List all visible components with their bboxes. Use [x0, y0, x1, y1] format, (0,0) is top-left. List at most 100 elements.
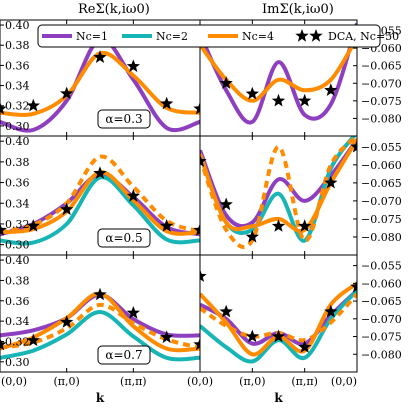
- dca-star-marker: [200, 269, 207, 282]
- dca-star-marker: [126, 189, 140, 202]
- dca-star-marker: [26, 98, 40, 112]
- panel-im-alpha-0.7: −0.055 −0.060 −0.065 −0.070 −0.075 −0.080 (π,0…: [199, 254, 402, 405]
- x-axis-label: k: [96, 391, 105, 405]
- series-line-nc-1: [200, 138, 357, 229]
- y-tick-label: 0.40: [5, 254, 30, 267]
- dca-star-marker: [219, 76, 233, 89]
- y-tick-label: −0.065: [361, 295, 402, 308]
- legend-entry: Nc=4: [208, 30, 274, 43]
- left-column-title: ReΣ(k,iω0): [78, 2, 150, 17]
- panel-re-alpha-0.3: 0.30 0.32 0.34 0.36 0.38 0.40 α=0.3: [0, 19, 201, 137]
- alpha-annotation: α=0.5: [105, 231, 142, 245]
- dca-star-marker: [93, 50, 107, 63]
- y-tick-label: −0.060: [361, 277, 402, 290]
- series-line-nc-2: [0, 310, 200, 362]
- y-tick-label: −0.065: [361, 60, 402, 73]
- legend-label: Nc=2: [156, 30, 188, 43]
- panel-re-alpha-0.7: 0.30 0.32 0.34 0.36 0.38 0.40 α=0.7 (0,0) (π,0) (…: [0, 254, 213, 405]
- right-column-title: ImΣ(k,iω0): [262, 2, 334, 17]
- alpha-annotation: α=0.7: [105, 348, 142, 362]
- dca-star-marker: [350, 279, 357, 293]
- y-tick-label: 0.36: [5, 295, 30, 308]
- y-tick-label: 0.38: [5, 39, 30, 52]
- y-tick-label: −0.080: [361, 348, 402, 361]
- dca-star-marker: [324, 83, 338, 96]
- dca-star-marker: [245, 86, 259, 100]
- plot-area: [0, 154, 200, 246]
- dca-star-marker: [26, 219, 40, 232]
- y-tick-label: 0.30: [5, 239, 30, 252]
- panels-layer: 0.30 0.32 0.34 0.36 0.38 0.40 α=0.3 −0.055 −0.06…: [0, 19, 402, 405]
- y-tick-label: 0.34: [5, 197, 30, 210]
- y-tick-label: 0.34: [5, 80, 30, 93]
- legend-label: Nc=4: [242, 30, 274, 43]
- series-line-nc-4-dashed: [200, 136, 357, 249]
- dca-star-marker: [245, 329, 259, 343]
- dca-star-marker: [271, 219, 286, 232]
- legend-star-icon: [309, 29, 323, 42]
- dca-star-marker: [60, 315, 74, 328]
- dca-star-marker: [271, 93, 286, 107]
- dca-star-marker: [350, 139, 357, 153]
- x-tick-label: (0,0): [331, 375, 357, 388]
- legend-entry: DCA, Nc=50: [295, 29, 399, 43]
- y-tick-label: −0.060: [361, 159, 402, 172]
- plot-area: [200, 269, 357, 364]
- x-tick-label: (π,0): [239, 375, 265, 388]
- dca-star-marker: [245, 230, 259, 243]
- y-tick-label: −0.070: [361, 313, 402, 326]
- x-tick-label: (0,0): [187, 375, 213, 388]
- x-tick-label: (π,π): [120, 375, 147, 388]
- series-line-nc-1: [0, 292, 200, 338]
- legend-label: DCA, Nc=50: [328, 30, 399, 43]
- y-tick-label: 0.36: [5, 59, 30, 72]
- dca-star-marker: [219, 197, 233, 211]
- dca-star-marker: [193, 337, 200, 351]
- dca-star-marker: [93, 166, 107, 179]
- alpha-annotation-box: [97, 345, 151, 365]
- dca-star-marker: [324, 175, 338, 189]
- plot-area: [0, 287, 200, 362]
- series-line-nc-1: [200, 22, 357, 125]
- legend-entry: Nc=1: [42, 30, 108, 43]
- series-line-nc-2: [200, 289, 357, 364]
- y-tick-label: −0.055: [361, 141, 402, 154]
- legend: Nc=1 Nc=2 Nc=4 DCA, Nc=50: [37, 24, 399, 48]
- panel-im-alpha-0.3: −0.055−0.060−0.065−0.070−0.075−0.080: [199, 19, 402, 137]
- legend-entry: Nc=2: [122, 30, 188, 43]
- dca-star-marker: [271, 329, 286, 343]
- dca-star-marker: [160, 96, 174, 110]
- y-tick-label: 0.32: [5, 100, 30, 113]
- x-tick-label: (π,π): [291, 375, 318, 388]
- panel-re-alpha-0.5: 0.30 0.32 0.34 0.36 0.38 0.40 α=0.5: [0, 135, 201, 256]
- plot-area: [200, 136, 357, 249]
- y-tick-label: 0.32: [5, 218, 30, 231]
- x-tick-label: (0,0): [1, 375, 27, 388]
- y-tick-label: −0.055: [361, 260, 402, 273]
- y-tick-label: −0.075: [361, 331, 402, 344]
- y-tick-label: 0.34: [5, 315, 30, 328]
- y-tick-label: 0.36: [5, 177, 30, 190]
- y-tick-label: −0.070: [361, 195, 402, 208]
- y-tick-label: 0.32: [5, 335, 30, 348]
- y-tick-label: −0.065: [361, 177, 402, 190]
- dca-star-marker: [219, 304, 233, 318]
- y-tick-label: −0.080: [361, 231, 402, 244]
- y-tick-label: 0.38: [5, 274, 30, 287]
- y-tick-label: 0.40: [5, 135, 30, 148]
- alpha-annotation-box: [97, 228, 151, 248]
- dca-star-marker: [200, 154, 207, 167]
- dca-star-marker: [324, 304, 338, 318]
- x-tick-label: (π,0): [54, 375, 80, 388]
- alpha-annotation-box: [97, 109, 151, 129]
- dca-star-marker: [93, 287, 107, 301]
- dca-star-marker: [298, 93, 312, 107]
- dca-star-marker: [0, 223, 7, 236]
- legend-label: Nc=1: [76, 30, 108, 43]
- dca-star-marker: [126, 306, 140, 319]
- y-tick-label: −0.080: [361, 112, 402, 125]
- x-axis-label: k: [274, 391, 283, 405]
- alpha-annotation: α=0.3: [105, 112, 142, 126]
- series-line-nc-2: [0, 175, 200, 246]
